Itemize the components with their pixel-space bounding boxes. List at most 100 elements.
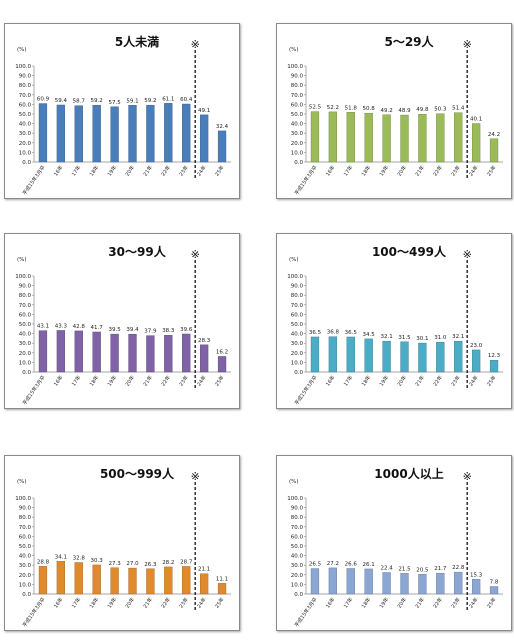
bar bbox=[310, 568, 320, 595]
bar bbox=[74, 105, 83, 163]
x-tick-label: 22年 bbox=[160, 596, 172, 609]
x-tick-label: 16年 bbox=[324, 596, 336, 609]
data-label: 36.5 bbox=[309, 330, 322, 336]
bar bbox=[110, 333, 119, 373]
bar bbox=[128, 105, 137, 163]
y-tick-label: 50.0 bbox=[19, 112, 32, 118]
data-label: 26.3 bbox=[144, 562, 157, 568]
x-tick-label: 19年 bbox=[378, 596, 390, 609]
bar bbox=[436, 113, 445, 163]
data-label: 23.0 bbox=[470, 343, 483, 349]
y-tick-label: 0.0 bbox=[294, 160, 303, 166]
data-label: 27.0 bbox=[126, 561, 139, 567]
data-label: 30.1 bbox=[416, 336, 428, 342]
y-tick-label: 70.0 bbox=[291, 93, 304, 99]
bar bbox=[454, 112, 463, 163]
data-label: 60.9 bbox=[37, 97, 50, 103]
y-tick-label: 50.0 bbox=[291, 112, 304, 118]
chart-svg-0: 5人未満 (%) 100.0 90.0 80.0 70.0 60.0 50.0 40.0 30.0… bbox=[15, 34, 231, 196]
y-tick-label: 90.0 bbox=[291, 506, 304, 512]
bar bbox=[489, 359, 499, 373]
data-label: 28.8 bbox=[37, 559, 50, 565]
y-tick-label: 20.0 bbox=[291, 141, 304, 147]
data-label: 59.2 bbox=[91, 98, 103, 104]
data-label: 24.2 bbox=[488, 132, 500, 138]
bar bbox=[56, 561, 66, 595]
y-tick-label: 20.0 bbox=[291, 573, 304, 579]
y-tick-label: 70.0 bbox=[19, 303, 32, 309]
x-tick-label: 23年 bbox=[178, 596, 190, 609]
chart-svg-3: 100～499人 (%) 100.0 90.0 80.0 70.0 60.0 50.0 40.0… bbox=[287, 244, 503, 406]
x-tick-label: 平成15年3月卒 bbox=[293, 596, 319, 628]
bar bbox=[110, 106, 119, 163]
x-tick-label: 25年 bbox=[485, 374, 497, 387]
chart-panel-3: 100～499人 (%) 100.0 90.0 80.0 70.0 60.0 50.0 40.0… bbox=[276, 233, 512, 409]
y-tick-label: 60.0 bbox=[19, 312, 32, 318]
bar bbox=[310, 111, 320, 163]
data-label: 43.1 bbox=[37, 324, 49, 330]
data-label: 16.2 bbox=[216, 349, 228, 355]
bar bbox=[346, 568, 355, 595]
data-label: 58.7 bbox=[73, 99, 86, 105]
chart-title: 5人未満 bbox=[115, 34, 159, 49]
chart-title: 1000人以上 bbox=[374, 466, 443, 481]
data-label: 34.5 bbox=[363, 332, 376, 338]
x-tick-label: 19年 bbox=[106, 164, 118, 177]
data-label: 26.5 bbox=[309, 562, 322, 568]
y-tick-label: 30.0 bbox=[291, 131, 304, 137]
x-tick-label: 平成15年3月卒 bbox=[21, 374, 47, 406]
x-tick-label: 17年 bbox=[70, 164, 82, 177]
y-tick-label: 50.0 bbox=[19, 544, 32, 550]
data-label: 61.1 bbox=[162, 96, 174, 102]
bar bbox=[346, 112, 355, 163]
chart-svg-2: 30～99人 (%) 100.0 90.0 80.0 70.0 60.0 50.0 40.0 30… bbox=[15, 244, 231, 406]
data-label: 32.1 bbox=[380, 334, 392, 340]
chart-panel-0: 5人未満 (%) 100.0 90.0 80.0 70.0 60.0 50.0 40.0 30.0… bbox=[4, 23, 240, 199]
data-label: 21.7 bbox=[434, 566, 447, 572]
x-tick-label: 17年 bbox=[70, 596, 82, 609]
x-tick-label: 18年 bbox=[360, 164, 372, 177]
data-label: 22.8 bbox=[452, 565, 465, 571]
chart-panel-4: 500～999人 (%) 100.0 90.0 80.0 70.0 60.0 50.0 40.0… bbox=[4, 455, 240, 631]
y-unit-label: (%) bbox=[289, 47, 299, 53]
data-label: 60.4 bbox=[180, 97, 193, 103]
x-tick-label: 25年 bbox=[213, 164, 225, 177]
y-tick-label: 50.0 bbox=[291, 544, 304, 550]
bar bbox=[38, 103, 48, 163]
data-label: 34.1 bbox=[55, 554, 67, 560]
data-label: 48.9 bbox=[398, 108, 411, 114]
bar bbox=[489, 138, 499, 163]
x-tick-label: 24年 bbox=[196, 374, 208, 387]
y-tick-label: 100.0 bbox=[287, 64, 303, 70]
bar bbox=[454, 340, 463, 373]
data-label: 31.0 bbox=[434, 335, 447, 341]
data-label: 51.8 bbox=[345, 105, 358, 111]
x-tick-label: 23年 bbox=[178, 374, 190, 387]
y-tick-label: 90.0 bbox=[291, 74, 304, 80]
bar bbox=[217, 356, 227, 373]
x-tick-label: 21年 bbox=[142, 164, 154, 177]
y-tick-label: 40.0 bbox=[19, 554, 32, 560]
data-label: 49.2 bbox=[380, 108, 392, 114]
note-marker: ※ bbox=[191, 38, 200, 51]
x-tick-label: 24年 bbox=[468, 596, 480, 609]
x-tick-label: 22年 bbox=[432, 596, 444, 609]
data-label: 28.7 bbox=[180, 559, 193, 565]
bar bbox=[199, 573, 209, 595]
bar bbox=[310, 336, 320, 373]
bar bbox=[400, 114, 409, 163]
bar bbox=[382, 340, 391, 373]
data-label: 39.6 bbox=[180, 327, 193, 333]
x-tick-label: 18年 bbox=[88, 164, 100, 177]
x-tick-label: 17年 bbox=[342, 374, 354, 387]
bar bbox=[364, 338, 373, 373]
bar bbox=[182, 103, 191, 163]
bar bbox=[436, 342, 445, 373]
x-tick-label: 24年 bbox=[196, 164, 208, 177]
data-label: 37.9 bbox=[144, 329, 157, 335]
bar bbox=[92, 104, 101, 163]
bar bbox=[92, 331, 101, 373]
y-tick-label: 70.0 bbox=[291, 303, 304, 309]
x-tick-label: 16年 bbox=[52, 596, 64, 609]
bar bbox=[110, 567, 119, 595]
